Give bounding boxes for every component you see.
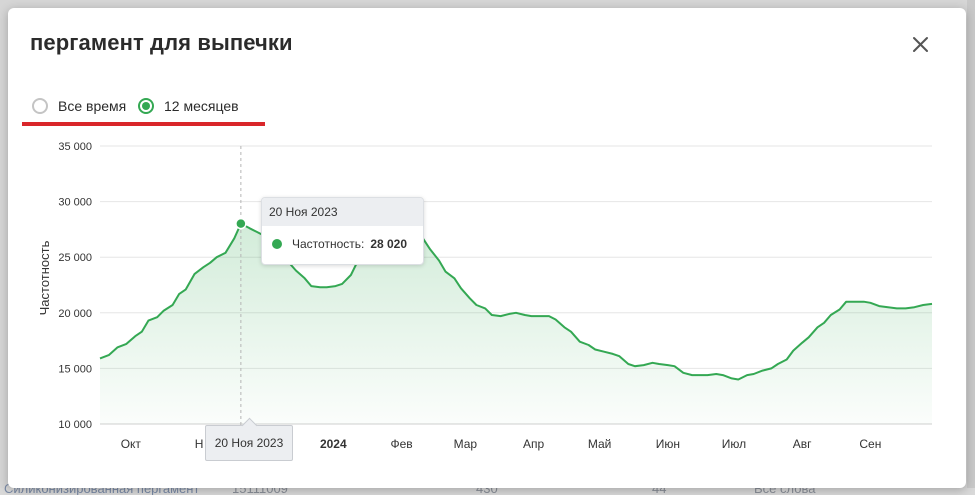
y-tick-label: 10 000 [58, 419, 92, 431]
close-icon [913, 37, 928, 52]
period-option-all-time[interactable]: Все время [32, 94, 126, 118]
series-line [99, 222, 933, 381]
selected-period-underline [22, 122, 265, 126]
tooltip-date: 20 Ноя 2023 [262, 198, 423, 226]
y-tick-label: 25 000 [58, 252, 92, 264]
y-axis-title-wrap: Частотность [18, 228, 70, 328]
x-tick-label: Сен [859, 437, 881, 451]
x-cursor-label: 20 Ноя 2023 [205, 425, 293, 461]
x-tick-label: Апр [523, 437, 545, 451]
y-axis-title: Частотность [37, 240, 52, 315]
tooltip-value: 28 020 [370, 237, 408, 251]
period-option-12-months[interactable]: 12 месяцев [138, 94, 239, 118]
period-option-label: 12 месяцев [164, 98, 239, 114]
y-tick-label: 20 000 [58, 308, 92, 320]
x-tick-label: Июл [722, 437, 746, 451]
series-area [100, 223, 932, 424]
x-tick-label: Июн [656, 437, 680, 451]
background-right-edge [967, 0, 975, 495]
x-tick-label: Н [195, 437, 204, 451]
period-option-label: Все время [58, 98, 127, 114]
tooltip-series-label: Частотность: [292, 237, 365, 251]
x-tick-label: Фев [390, 437, 412, 451]
x-tick-label: Май [588, 437, 612, 451]
highlight-point[interactable] [235, 217, 247, 230]
close-button[interactable] [906, 30, 934, 58]
tooltip-row: Частотность: 28 020 [262, 226, 423, 262]
y-tick-label: 15 000 [58, 363, 92, 375]
y-tick-label: 30 000 [58, 197, 92, 209]
radio-12-months[interactable] [138, 98, 154, 114]
frequency-chart: 10 000 15 000 20 000 25 000 30 000 35 000 Окт… [58, 141, 933, 451]
tooltip-series-marker [272, 239, 282, 249]
frequency-chart-modal: пергамент для выпечки Все время 12 месяц… [8, 8, 966, 488]
x-tick-label: Окт [121, 437, 142, 451]
x-tick-label: 2024 [320, 437, 347, 451]
x-tick-label: Авг [793, 437, 812, 451]
background-table-row [0, 488, 975, 495]
y-tick-label: 35 000 [58, 141, 92, 153]
modal-title: пергамент для выпечки [30, 30, 293, 55]
x-tick-label: Мар [454, 437, 478, 451]
radio-all-time[interactable] [32, 98, 48, 114]
chart-tooltip: 20 Ноя 2023 Частотность: 28 020 [261, 197, 424, 265]
